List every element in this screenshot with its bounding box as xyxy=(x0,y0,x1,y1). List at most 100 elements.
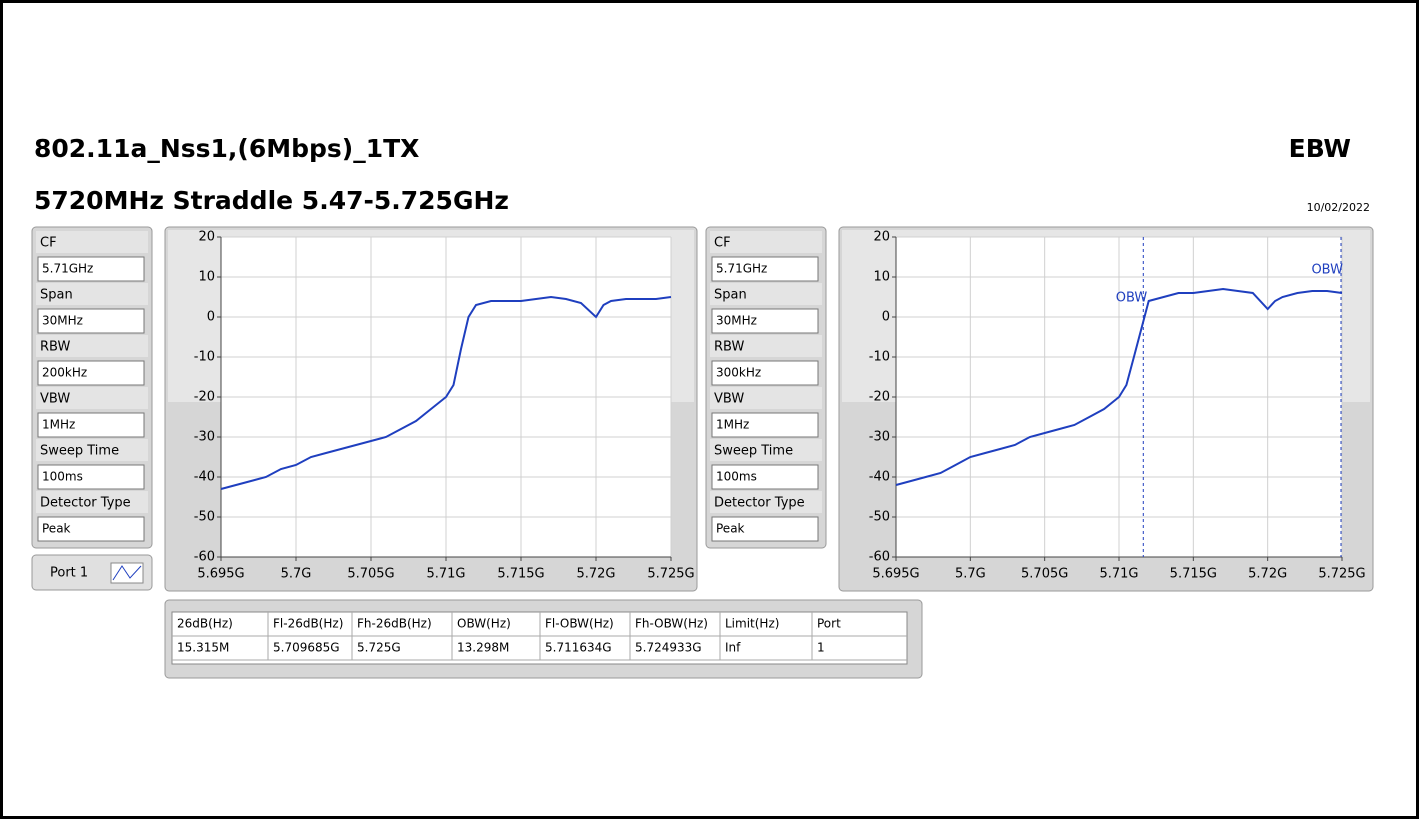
subtitle: 5720MHz Straddle 5.47-5.725GHz xyxy=(34,186,509,215)
table-header: Fl-26dB(Hz) xyxy=(273,617,343,631)
y-tick-label: 0 xyxy=(882,310,890,325)
setting-label: Sweep Time xyxy=(40,444,119,459)
setting-label-bg xyxy=(710,335,822,357)
port-icon-wave xyxy=(112,565,142,581)
x-tick-label: 5.725G xyxy=(1318,567,1365,582)
trace xyxy=(220,295,672,490)
setting-field xyxy=(711,308,819,334)
setting-value: Peak xyxy=(42,522,71,536)
date: 10/02/2022 xyxy=(1307,201,1370,214)
obw-label: OBW xyxy=(1116,291,1148,306)
setting-value: 5.71GHz xyxy=(42,262,93,276)
setting-label: Sweep Time xyxy=(714,444,793,459)
x-tick-label: 5.695G xyxy=(197,567,244,582)
table-header: Port xyxy=(817,617,841,631)
setting-field xyxy=(37,516,145,542)
setting-label-bg xyxy=(36,283,148,305)
y-tick-label: 20 xyxy=(873,230,890,245)
setting-field xyxy=(37,360,145,386)
setting-label: RBW xyxy=(40,340,70,355)
setting-value: 30MHz xyxy=(42,314,83,328)
setting-label: VBW xyxy=(40,392,70,407)
setting-label-bg xyxy=(710,491,822,513)
content: CF 5.71GHz Span 30MHz RBW 200kHz VBW 1MHz Sweep … xyxy=(31,226,1374,679)
table-header: Fl-OBW(Hz) xyxy=(545,617,614,631)
title: 802.11a_Nss1,(6Mbps)_1TX xyxy=(34,134,419,163)
y-tick-label: -40 xyxy=(869,470,890,485)
mode: EBW xyxy=(1289,134,1351,163)
setting-label-bg xyxy=(710,439,822,461)
setting-label-bg xyxy=(710,283,822,305)
y-tick-label: -10 xyxy=(194,350,215,365)
table-cell: Inf xyxy=(725,641,741,655)
y-tick-label: 20 xyxy=(198,230,215,245)
y-tick-label: -50 xyxy=(194,510,215,525)
setting-label: Detector Type xyxy=(40,496,131,511)
setting-label-bg xyxy=(36,231,148,253)
y-tick-label: -30 xyxy=(869,430,890,445)
setting-label-bg xyxy=(36,387,148,409)
y-tick-label: -20 xyxy=(194,390,215,405)
table-header: Fh-OBW(Hz) xyxy=(635,617,708,631)
setting-label-bg xyxy=(36,335,148,357)
setting-label: RBW xyxy=(714,340,744,355)
setting-value: 100ms xyxy=(42,470,83,484)
x-tick-label: 5.705G xyxy=(347,567,394,582)
y-tick-label: -60 xyxy=(194,550,215,565)
table-cell: 5.711634G xyxy=(545,641,612,655)
x-tick-label: 5.72G xyxy=(1248,567,1287,582)
table-cell: 13.298M xyxy=(457,641,509,655)
setting-label: CF xyxy=(40,236,57,251)
setting-field xyxy=(711,360,819,386)
x-tick-label: 5.72G xyxy=(576,567,615,582)
setting-label-bg xyxy=(710,231,822,253)
setting-field xyxy=(711,412,819,438)
table-cell: 5.725G xyxy=(357,641,401,655)
setting-value: 1MHz xyxy=(42,418,75,432)
y-tick-label: -50 xyxy=(869,510,890,525)
setting-value: 30MHz xyxy=(716,314,757,328)
setting-label: Detector Type xyxy=(714,496,805,511)
setting-label-bg xyxy=(36,439,148,461)
y-tick-label: 0 xyxy=(207,310,215,325)
x-tick-label: 5.715G xyxy=(1170,567,1217,582)
table-header: OBW(Hz) xyxy=(457,617,511,631)
table-cell: 15.315M xyxy=(177,641,229,655)
x-tick-label: 5.725G xyxy=(647,567,694,582)
obw-label: OBW xyxy=(1311,263,1343,278)
y-tick-label: 10 xyxy=(198,270,215,285)
y-tick-label: -10 xyxy=(869,350,890,365)
setting-value: Peak xyxy=(716,522,745,536)
x-tick-label: 5.715G xyxy=(497,567,544,582)
setting-field xyxy=(37,256,145,282)
table-cell: 5.724933G xyxy=(635,641,702,655)
setting-label-bg xyxy=(36,491,148,513)
y-tick-label: -30 xyxy=(194,430,215,445)
setting-field xyxy=(37,308,145,334)
setting-value: 200kHz xyxy=(42,366,87,380)
setting-value: 1MHz xyxy=(716,418,749,432)
setting-field xyxy=(37,464,145,490)
x-tick-label: 5.71G xyxy=(426,567,465,582)
x-tick-label: 5.695G xyxy=(872,567,919,582)
setting-field xyxy=(711,256,819,282)
setting-value: 5.71GHz xyxy=(716,262,767,276)
x-tick-label: 5.705G xyxy=(1021,567,1068,582)
setting-label-bg xyxy=(710,387,822,409)
setting-label: VBW xyxy=(714,392,744,407)
port-label: Port 1 xyxy=(50,566,88,581)
trace xyxy=(895,287,1343,486)
y-tick-label: -20 xyxy=(869,390,890,405)
table-header: Limit(Hz) xyxy=(725,617,779,631)
setting-value: 100ms xyxy=(716,470,757,484)
setting-field xyxy=(711,516,819,542)
y-tick-label: 10 xyxy=(873,270,890,285)
setting-label: Span xyxy=(714,288,747,303)
table-header: Fh-26dB(Hz) xyxy=(357,617,432,631)
x-tick-label: 5.7G xyxy=(281,567,312,582)
setting-field xyxy=(37,412,145,438)
setting-label: CF xyxy=(714,236,731,251)
y-tick-label: -40 xyxy=(194,470,215,485)
table-cell: 5.709685G xyxy=(273,641,340,655)
